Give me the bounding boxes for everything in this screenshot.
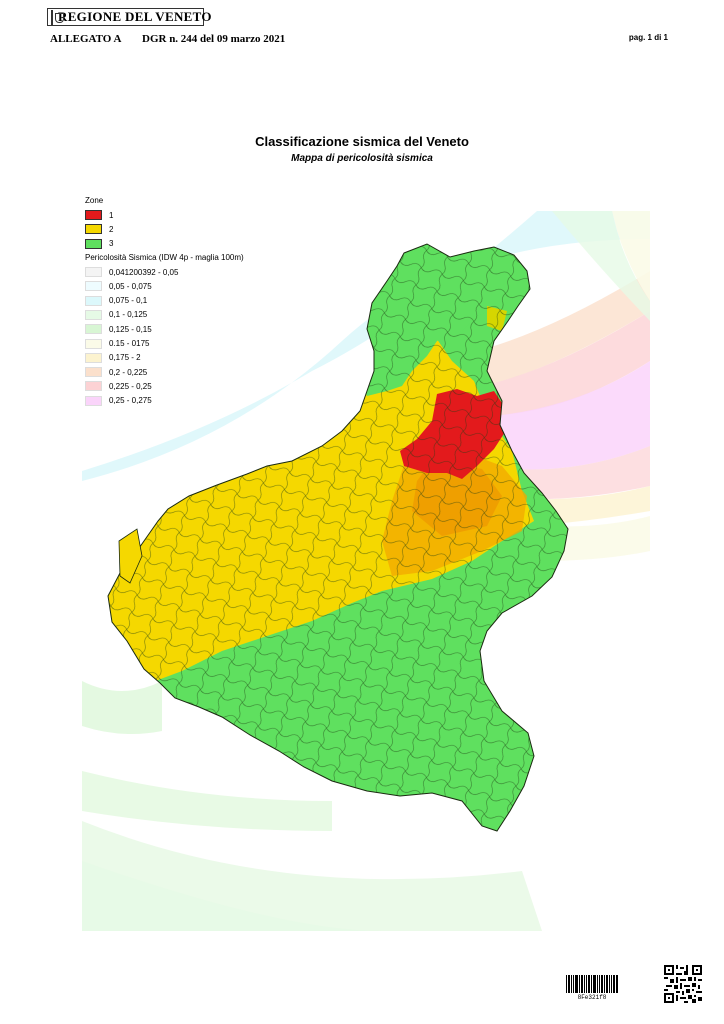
legend-pga-class: 0,075 - 0,1 xyxy=(85,293,244,307)
legend-zones-title: Zone xyxy=(85,196,104,205)
crest-icon xyxy=(51,9,64,25)
legend-zone-2: 2 xyxy=(85,222,244,236)
map-legend: Zone 1 2 3 Pericolosità Sismica (IDW 4p … xyxy=(85,196,244,408)
legend-pga-class: 0,1 - 0,125 xyxy=(85,308,244,322)
map-title: Classificazione sismica del Veneto xyxy=(255,134,469,149)
legend-pga-class: 0,05 - 0,075 xyxy=(85,279,244,293)
legend-pga-class: 0,175 - 2 xyxy=(85,351,244,365)
qr-code-icon xyxy=(664,965,702,1003)
legend-pga-class: 0,225 - 0,25 xyxy=(85,379,244,393)
zone-1-swatch xyxy=(85,210,102,221)
legend-pga-class: 0,2 - 0,225 xyxy=(85,365,244,379)
legend-pga-class: 0.15 - 0175 xyxy=(85,336,244,350)
allegato-label: ALLEGATO A xyxy=(50,33,122,45)
zone-2-swatch xyxy=(85,224,102,235)
regione-veneto-logo: REGIONE DEL VENETO xyxy=(47,8,211,26)
legend-pga-class: 0,25 - 0,275 xyxy=(85,394,244,408)
legend-zone-3: 3 xyxy=(85,237,244,251)
dgr-reference: DGR n. 244 del 09 marzo 2021 xyxy=(142,33,286,45)
legend-pga-title: Pericolosità Sismica (IDW 4p - maglia 10… xyxy=(85,252,244,262)
page-number: pag. 1 di 1 xyxy=(628,33,668,42)
logo-text: REGIONE DEL VENETO xyxy=(58,9,212,24)
legend-pga-class: 0,125 - 0,15 xyxy=(85,322,244,336)
seismic-map xyxy=(82,211,650,931)
legend-pga-class: 0,041200392 - 0,05 xyxy=(85,265,244,279)
barcode-icon xyxy=(566,975,618,993)
barcode-text: 8Fe321f8 xyxy=(577,994,607,1001)
map-subtitle: Mappa di pericolosità sismica xyxy=(291,153,433,164)
legend-zone-1: 1 xyxy=(85,208,244,222)
zone-3-swatch xyxy=(85,238,102,249)
